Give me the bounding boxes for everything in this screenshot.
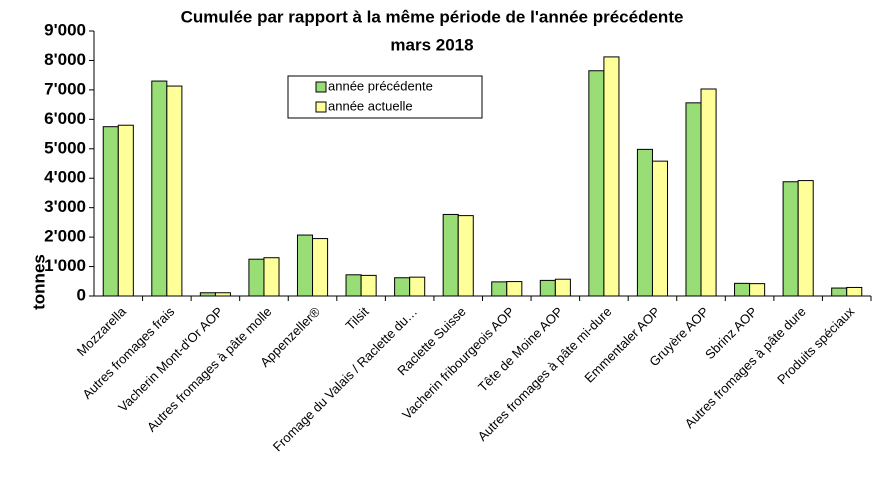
- chart-title: Cumulée par rapport à la même période de…: [181, 7, 684, 26]
- bar: [263, 257, 280, 297]
- y-tick-label: 0: [77, 285, 86, 304]
- bar: [491, 281, 508, 297]
- bar: [636, 148, 653, 297]
- bar: [831, 287, 848, 297]
- chart-subtitle: mars 2018: [390, 35, 473, 54]
- y-tick-label: 1'000: [44, 256, 86, 275]
- bar: [117, 124, 134, 297]
- bar: [734, 282, 751, 297]
- legend-label: année précédente: [328, 78, 433, 93]
- bar: [214, 292, 231, 297]
- bar: [554, 278, 571, 297]
- bar: [442, 213, 459, 297]
- bar: [782, 181, 799, 297]
- y-tick-label: 6'000: [44, 109, 86, 128]
- bar: [151, 80, 168, 297]
- y-tick-label: 3'000: [44, 197, 86, 216]
- bar: [296, 234, 314, 297]
- bar: [506, 281, 523, 297]
- bar: [603, 56, 620, 297]
- bar: [166, 85, 183, 297]
- bar: [345, 274, 362, 297]
- legend-swatch: [315, 81, 327, 93]
- y-tick-label: 9'000: [44, 20, 86, 39]
- bar: [539, 279, 556, 297]
- y-tick-label: 5'000: [44, 138, 86, 157]
- y-tick-label: 2'000: [44, 227, 86, 246]
- bar: [685, 102, 702, 297]
- bar: [248, 258, 265, 297]
- bar: [409, 276, 426, 297]
- legend-label: année actuelle: [328, 98, 413, 113]
- bar: [199, 292, 216, 297]
- y-tick-label: 8'000: [44, 50, 86, 69]
- bar: [749, 283, 766, 297]
- bar: [312, 238, 329, 297]
- bar: [360, 274, 377, 297]
- x-tick-label: Autres fromages frais: [79, 304, 177, 402]
- x-tick-label: Tête de Moine AOP: [475, 304, 566, 395]
- y-axis-label: tonnes: [29, 254, 48, 310]
- bar: [797, 180, 814, 297]
- y-tick-label: 4'000: [44, 168, 86, 187]
- bar: [457, 215, 474, 297]
- bar: [102, 126, 119, 297]
- bar: [651, 160, 669, 297]
- x-tick-label: Tilsit: [342, 304, 371, 333]
- bar: [700, 88, 717, 297]
- bar: [846, 286, 863, 297]
- y-tick-label: 7'000: [44, 79, 86, 98]
- legend-swatch: [315, 101, 327, 113]
- bar: [394, 277, 411, 297]
- bar: [588, 70, 605, 297]
